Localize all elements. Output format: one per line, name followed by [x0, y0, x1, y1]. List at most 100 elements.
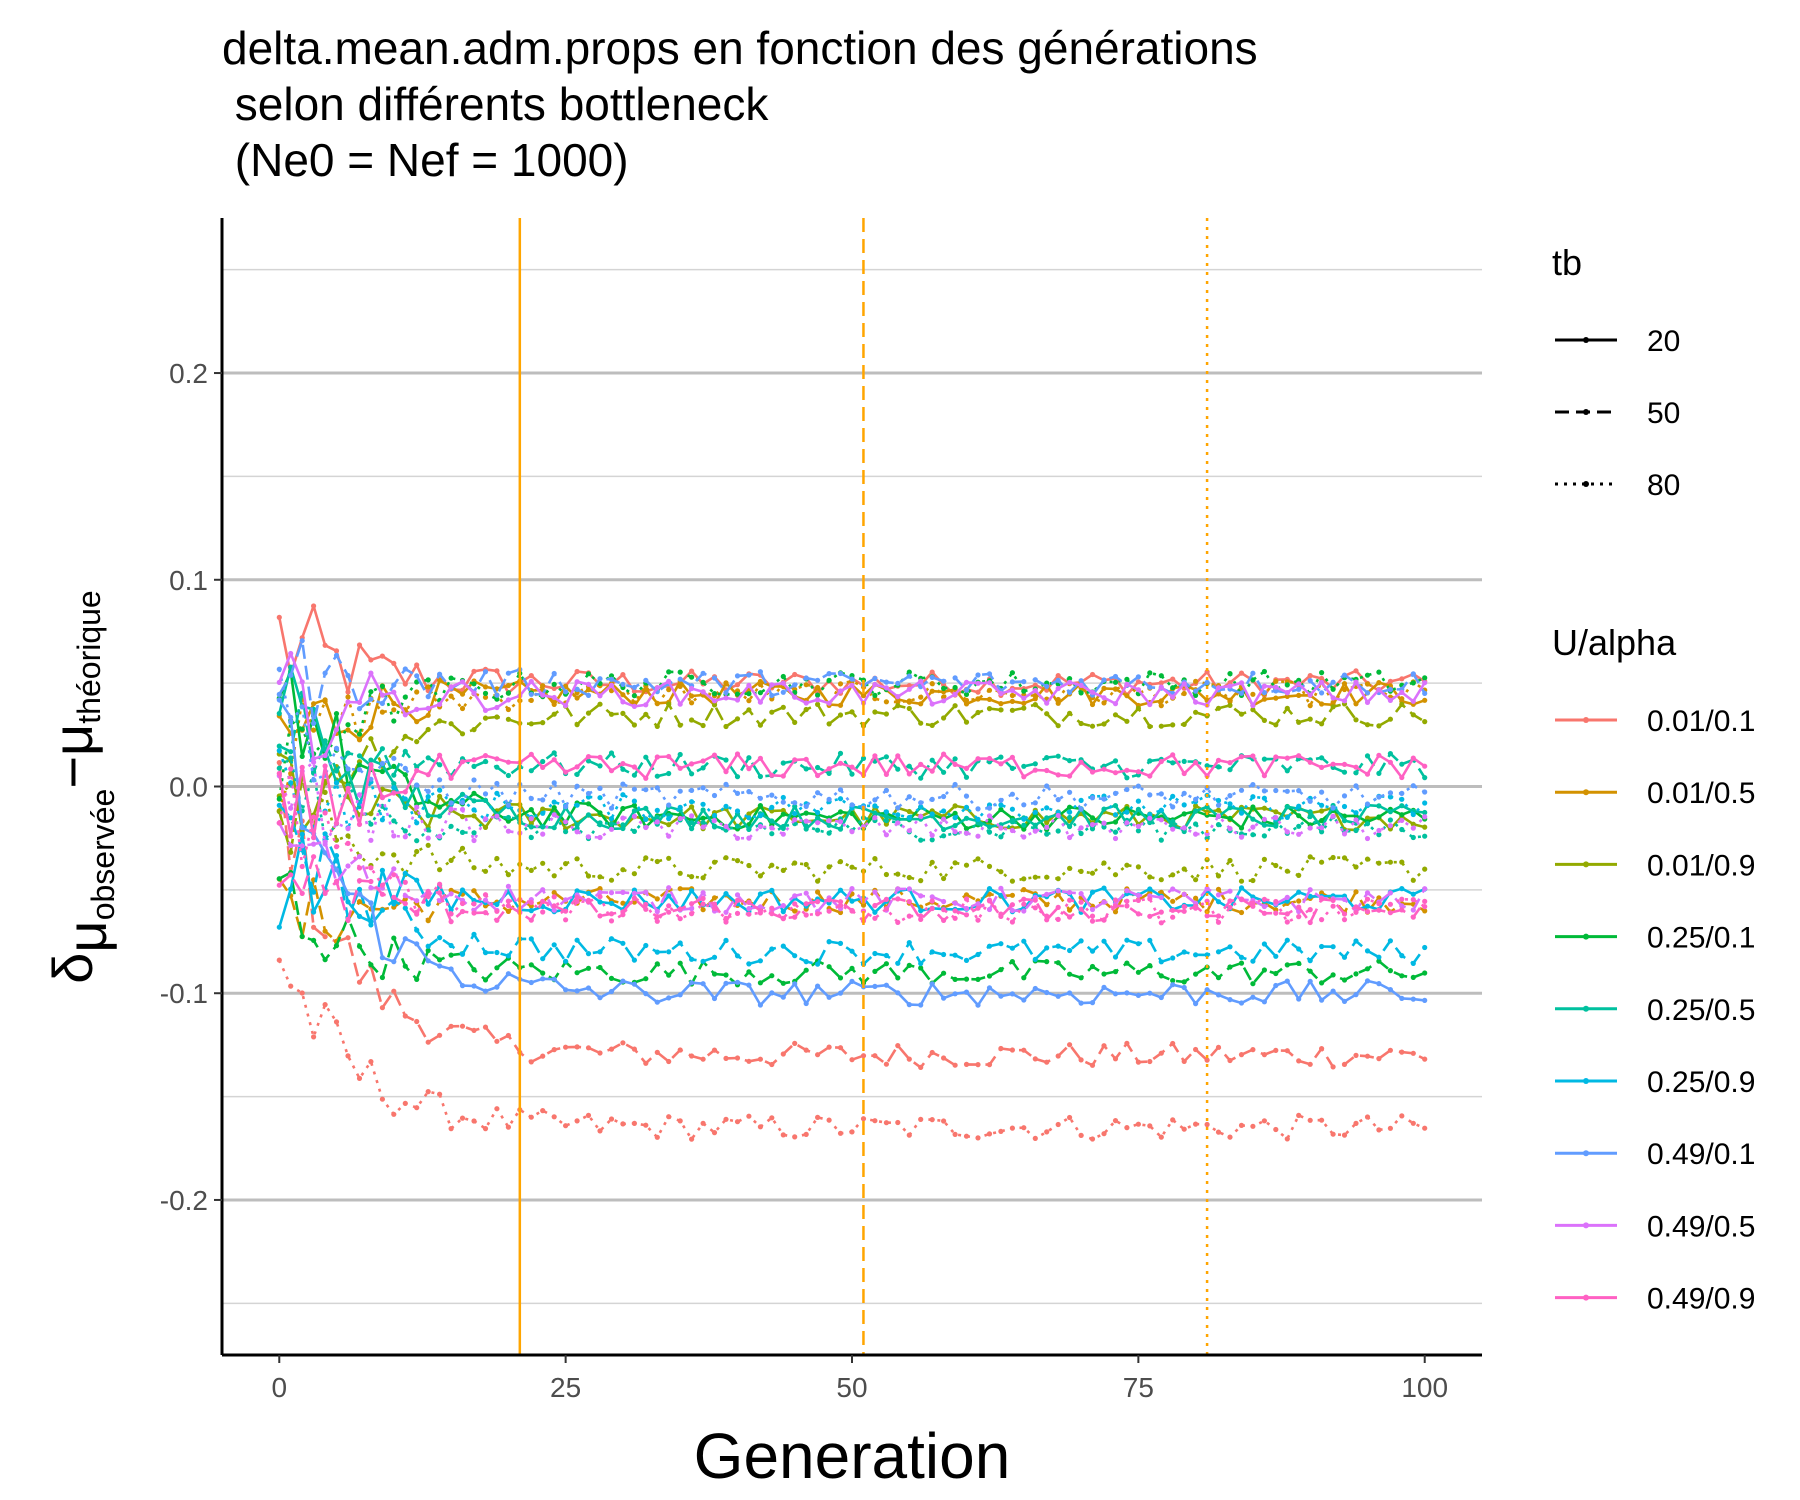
series-point — [1250, 816, 1256, 822]
series-point — [1238, 954, 1245, 961]
series-point — [1250, 877, 1256, 884]
series-point — [379, 692, 385, 698]
series-point — [1319, 943, 1325, 950]
series-point — [929, 674, 935, 681]
series-point — [608, 816, 615, 822]
legend-ualpha-label: 0.01/0.1 — [1647, 705, 1755, 738]
series-point — [792, 682, 798, 688]
series-point — [826, 700, 832, 706]
series-point — [723, 1116, 729, 1122]
series-point — [963, 679, 970, 685]
series-point — [574, 771, 580, 778]
series-point — [906, 828, 912, 834]
series-point — [391, 790, 397, 796]
series-point — [1341, 896, 1348, 903]
series-point — [1387, 716, 1393, 722]
series-point — [322, 789, 328, 796]
series-point — [1055, 700, 1061, 706]
series-point — [1089, 870, 1096, 876]
series-point — [963, 1061, 970, 1067]
series-point — [1032, 905, 1038, 911]
series-point — [1353, 783, 1359, 789]
series-point — [620, 912, 626, 918]
series-point — [494, 696, 500, 702]
series-point — [1227, 683, 1233, 689]
series-point — [700, 785, 706, 791]
series-point — [356, 899, 363, 905]
series-point — [597, 701, 603, 707]
series-point — [963, 905, 970, 912]
series-point — [1422, 944, 1428, 951]
series-point — [1009, 791, 1016, 797]
series-point — [711, 905, 718, 912]
series-point — [1387, 759, 1393, 765]
series-point — [1399, 826, 1405, 833]
series-point — [368, 837, 374, 843]
series-point — [689, 980, 695, 986]
series-point — [1158, 1134, 1164, 1140]
series-point — [654, 785, 660, 791]
series-point — [356, 891, 363, 897]
series-point — [631, 786, 638, 792]
series-point — [631, 703, 638, 710]
series-point — [815, 1052, 821, 1058]
series-point — [1101, 984, 1107, 991]
series-point — [929, 981, 935, 987]
series-point — [597, 693, 603, 699]
series-point — [1124, 693, 1130, 699]
series-point — [975, 1002, 981, 1008]
series-point — [471, 727, 477, 733]
series-point — [1089, 815, 1096, 821]
series-point — [1044, 874, 1050, 880]
series-point — [1341, 954, 1348, 960]
series-point — [723, 690, 729, 696]
series-point — [986, 706, 993, 712]
series-point — [437, 867, 443, 873]
series-point — [769, 911, 775, 917]
series-point — [883, 961, 890, 967]
series-point — [425, 788, 431, 795]
series-point — [379, 760, 385, 767]
series-point — [1238, 787, 1245, 793]
series-point — [769, 1061, 775, 1068]
series-point — [551, 812, 557, 818]
series-points — [276, 774, 1428, 884]
series-point — [826, 677, 832, 684]
series-point — [689, 813, 695, 819]
series-point — [643, 889, 649, 895]
series-point — [1170, 1117, 1176, 1123]
series-point — [505, 706, 511, 713]
series-point — [1089, 1136, 1096, 1142]
series-point — [654, 814, 660, 821]
series-point — [425, 705, 431, 712]
series-point — [1330, 704, 1336, 710]
series-point — [437, 677, 443, 684]
series-point — [574, 888, 580, 894]
series-point — [322, 934, 328, 940]
series-point — [1273, 1126, 1279, 1133]
series-point — [1101, 860, 1107, 866]
series-point — [505, 818, 511, 824]
series-point — [1147, 874, 1153, 880]
series-point — [1307, 893, 1313, 900]
series-point — [677, 906, 683, 912]
series-point — [1009, 892, 1016, 898]
series-point — [1341, 803, 1348, 810]
series-point — [1250, 832, 1256, 838]
series-point — [414, 782, 420, 788]
y-tick-label: 0.2 — [169, 358, 208, 389]
series-point — [689, 911, 695, 917]
series-point — [540, 692, 546, 698]
series-point — [1204, 886, 1210, 892]
series-point — [780, 811, 786, 817]
series-point — [1261, 717, 1267, 724]
series-point — [1089, 826, 1096, 832]
series-point — [311, 835, 317, 841]
series-point — [883, 952, 890, 959]
series-point — [837, 909, 844, 916]
series-point — [860, 902, 867, 908]
series-point — [1422, 789, 1428, 795]
series-point — [1170, 978, 1176, 984]
series-point — [746, 826, 752, 832]
series-point — [1078, 682, 1084, 689]
